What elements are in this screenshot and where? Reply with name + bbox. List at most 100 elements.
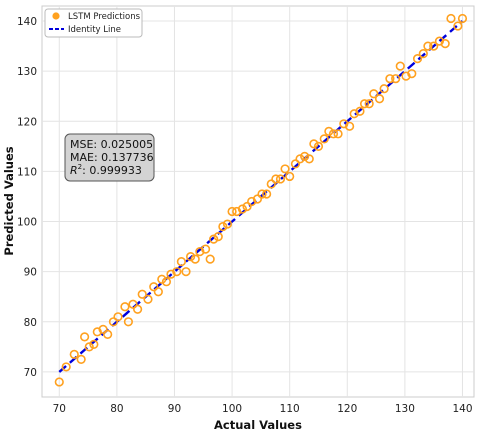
y-tick-label: 100 — [17, 217, 37, 229]
prediction-point — [161, 277, 172, 287]
prediction-point — [80, 332, 90, 342]
y-tick-label: 70 — [24, 367, 37, 379]
x-tick-labels: 70 80 90 100 110 120 130 140 — [53, 403, 473, 415]
prediction-point — [123, 317, 133, 327]
metric-r2-exponent: 2 — [78, 163, 82, 171]
y-tick-label: 130 — [17, 66, 37, 78]
prediction-point — [252, 194, 263, 204]
x-axis-title: Actual Values — [214, 418, 302, 432]
x-tick-label: 120 — [337, 403, 357, 415]
prediction-point — [418, 49, 428, 59]
prediction-point — [309, 139, 319, 149]
x-tick-label: 70 — [53, 403, 66, 415]
metrics-box: MSE: 0.025005 MAE: 0.137736 R2: 0.999933 — [64, 133, 155, 182]
prediction-point — [391, 74, 401, 84]
legend-label-identity: Identity Line — [68, 25, 121, 35]
prediction-point — [190, 254, 200, 264]
prediction-point — [128, 299, 138, 309]
y-tick-label: 90 — [24, 267, 37, 279]
prediction-point — [344, 121, 355, 131]
prediction-point — [54, 377, 64, 387]
prediction-point — [237, 204, 248, 214]
prediction-point — [61, 362, 71, 372]
prediction-point — [280, 164, 290, 174]
x-tick-label: 110 — [280, 403, 300, 415]
prediction-point — [157, 274, 167, 284]
prediction-point — [181, 267, 191, 277]
prediction-point — [275, 174, 286, 184]
metric-r2-value: : 0.999933 — [82, 164, 142, 177]
prediction-point — [446, 13, 456, 24]
y-tick-label: 110 — [17, 166, 37, 178]
x-tick-label: 100 — [222, 403, 242, 415]
x-tick-label: 90 — [168, 403, 181, 415]
prediction-point — [98, 324, 108, 334]
prediction-point — [395, 61, 405, 71]
prediction-point — [304, 154, 314, 164]
prediction-point — [407, 69, 417, 79]
prediction-point — [227, 206, 237, 217]
prediction-point — [266, 179, 276, 189]
prediction-point — [257, 189, 267, 199]
prediction-point — [84, 342, 94, 352]
prediction-point — [295, 154, 305, 164]
prediction-point — [385, 74, 395, 84]
prediction-points — [54, 13, 468, 387]
prediction-point — [89, 339, 99, 349]
prediction-point — [271, 174, 281, 184]
y-tick-label: 80 — [24, 317, 37, 329]
y-tick-label: 140 — [17, 16, 37, 28]
prediction-point — [379, 84, 389, 94]
prediction-point — [355, 106, 365, 116]
prediction-point — [76, 354, 86, 365]
prediction-point — [133, 304, 143, 314]
prediction-point — [285, 171, 295, 182]
prediction-point — [69, 349, 79, 359]
plot-area — [41, 5, 475, 398]
prediction-point — [374, 94, 385, 104]
prediction-point — [333, 129, 343, 139]
prediction-point — [205, 254, 215, 264]
prediction-point — [290, 159, 301, 169]
prediction-point — [364, 99, 374, 109]
y-axis-title: Predicted Values — [2, 146, 16, 255]
prediction-point — [120, 302, 130, 312]
prediction-point — [262, 189, 272, 199]
prediction-point — [440, 38, 450, 49]
y-tick-label: 120 — [17, 116, 37, 128]
metrics-box-background — [64, 133, 155, 182]
prediction-point — [137, 289, 147, 299]
prediction-point — [369, 89, 379, 99]
prediction-point — [218, 221, 228, 232]
legend: LSTM Predictions Identity Line — [44, 8, 143, 38]
legend-box — [44, 8, 143, 38]
metric-mae: MAE: 0.137736 — [70, 151, 154, 164]
legend-marker-predictions — [52, 12, 60, 20]
prediction-point — [113, 312, 123, 322]
prediction-point — [242, 201, 252, 212]
x-tick-label: 140 — [452, 403, 472, 415]
prediction-point — [108, 317, 119, 327]
prediction-point — [149, 282, 159, 292]
prediction-point — [213, 231, 223, 242]
y-gridlines — [42, 20, 474, 373]
prediction-point — [153, 287, 163, 297]
prediction-point — [412, 54, 423, 64]
x-tick-label: 130 — [395, 403, 415, 415]
prediction-point — [319, 134, 329, 144]
y-tick-labels: 70 80 90 100 110 120 130 140 — [17, 16, 37, 379]
prediction-point — [200, 244, 211, 254]
metric-r2-symbol: R — [70, 164, 78, 177]
prediction-point — [300, 151, 310, 161]
prediction-point — [313, 141, 324, 151]
prediction-point — [328, 129, 339, 139]
x-tick-label: 80 — [110, 403, 123, 415]
metric-mse: MSE: 0.025005 — [70, 138, 153, 151]
metric-r2: R2: 0.999933 — [70, 163, 142, 177]
prediction-point — [324, 126, 334, 136]
prediction-point — [172, 267, 182, 277]
prediction-point — [103, 329, 113, 339]
prediction-point — [359, 99, 370, 109]
prediction-point — [222, 219, 233, 229]
